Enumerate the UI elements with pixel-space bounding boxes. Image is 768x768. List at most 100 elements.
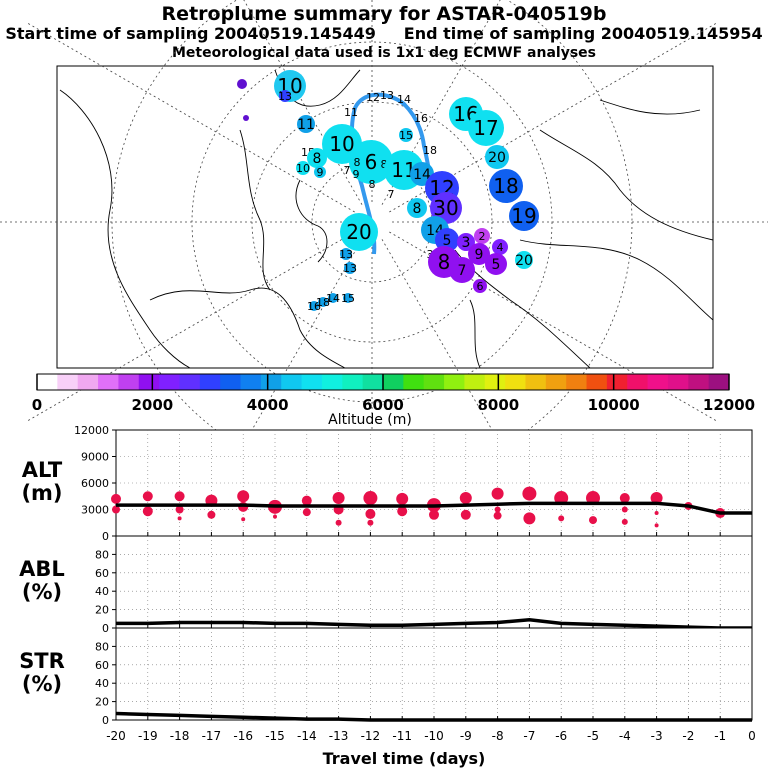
x-tick-label: -4 (619, 729, 631, 743)
plume-marker-label: 13 (339, 248, 353, 261)
x-tick-label: -18 (170, 729, 190, 743)
coastline (519, 239, 714, 321)
y-tick-label: 9000 (81, 451, 109, 464)
y-tick-label: 20 (95, 696, 109, 709)
colorbar-cell (525, 374, 547, 390)
y-axis-label: ABL (19, 557, 65, 581)
data-marker (142, 506, 153, 517)
plume-marker (435, 228, 459, 252)
colorbar-cell (179, 374, 201, 390)
data-marker (396, 492, 409, 505)
data-marker (112, 505, 120, 514)
series-line (116, 501, 752, 515)
colorbar-cell (444, 374, 465, 390)
colorbar-cell (586, 374, 608, 390)
colorbar-cell (342, 374, 364, 390)
y-tick-label: 0 (102, 714, 109, 727)
plume-marker-label: 10 (329, 132, 354, 156)
met-data-note: Meteorological data used is 1x1 deg ECMW… (172, 45, 596, 61)
end-time: End time of sampling 20040519.145954 (403, 24, 763, 43)
x-tick-label: -13 (329, 729, 349, 743)
x-axis-label: Travel time (days) (323, 749, 486, 768)
plume-marker-label: 8 (369, 178, 376, 191)
colorbar-cell (220, 374, 242, 390)
plume-marker-label: 3 (462, 235, 471, 251)
coastline (59, 89, 191, 369)
data-marker (460, 509, 471, 520)
x-tick-label: -20 (106, 729, 126, 743)
plume-marker-label: 6 (477, 280, 484, 293)
y-tick-label: 3000 (81, 504, 109, 517)
plume-marker-label: 9 (317, 166, 324, 179)
plume-marker-label: 14 (397, 93, 411, 106)
data-marker (174, 491, 185, 502)
colorbar-cell (118, 374, 140, 390)
time-series-panels: 030006000900012000ALT(m)020406080ABL(%)0… (19, 424, 756, 768)
panel-frame (115, 627, 753, 721)
data-marker (365, 508, 376, 519)
y-tick-label: 60 (95, 567, 109, 580)
colorbar-cell (159, 374, 180, 390)
plume-marker (485, 145, 509, 169)
plume-marker-label: 18 (316, 296, 330, 309)
colorbar-cell (260, 374, 282, 390)
plume-marker (468, 243, 490, 265)
data-marker (177, 516, 182, 521)
data-marker (558, 515, 565, 522)
colorbar-cell (484, 374, 506, 390)
data-marker (302, 508, 311, 517)
plume-marker-label: 9 (353, 168, 360, 181)
plume-marker-label: 7 (344, 164, 351, 177)
colorbar-tick-label: 12000 (703, 396, 755, 414)
plume-marker (515, 251, 533, 269)
plume-marker (509, 201, 539, 231)
data-marker (397, 506, 408, 517)
plume-marker-label: 15 (341, 292, 355, 305)
data-marker (650, 492, 663, 505)
plume-marker-label: 4 (497, 241, 504, 254)
data-marker (207, 510, 216, 519)
x-tick-label: -17 (202, 729, 222, 743)
data-marker (589, 516, 597, 525)
x-tick-label: -5 (587, 729, 599, 743)
plume-marker-label: 6 (365, 150, 378, 174)
y-axis-label: (m) (21, 481, 62, 505)
plume-marker-label: 18 (493, 174, 518, 198)
data-marker (654, 511, 659, 516)
data-marker (429, 509, 439, 520)
plume-marker-label: 7 (458, 263, 467, 279)
colorbar-tick-label: 2000 (131, 396, 173, 414)
x-tick-label: -2 (682, 729, 694, 743)
colorbar-tick-label: 8000 (477, 396, 519, 414)
colorbar-cell (708, 374, 730, 390)
colorbar-cell (423, 374, 445, 390)
map-frame (56, 65, 714, 369)
panel-abl: 0 20 40 60 80 ABL(%) (19, 535, 753, 635)
colorbar-cell (403, 374, 425, 390)
x-tick-label: -15 (265, 729, 285, 743)
x-tick-label: -9 (460, 729, 472, 743)
plume-marker-label: 12 (366, 91, 380, 104)
coastlines (59, 69, 714, 369)
coastline (599, 99, 701, 115)
colorbar-cell (464, 374, 486, 390)
plume-marker-label: 13 (380, 89, 394, 102)
plume-marker-label: 8 (413, 201, 422, 217)
plume-marker (307, 148, 327, 168)
data-marker (142, 491, 153, 502)
meridian-line (389, 21, 719, 213)
plume-marker-label: 16 (307, 300, 321, 313)
coastline (469, 299, 481, 369)
plume-marker-label: 20 (515, 253, 533, 269)
plume-marker-label: 8 (381, 158, 388, 171)
y-tick-label: 80 (95, 640, 109, 653)
data-marker (491, 487, 504, 500)
data-marker (332, 492, 345, 505)
colorbar-cell (240, 374, 262, 390)
plume-marker (343, 293, 353, 303)
plume-marker (485, 253, 507, 275)
plume-marker (340, 213, 378, 251)
x-tick-label: -6 (555, 729, 567, 743)
plume-marker-label: 9 (475, 247, 484, 263)
